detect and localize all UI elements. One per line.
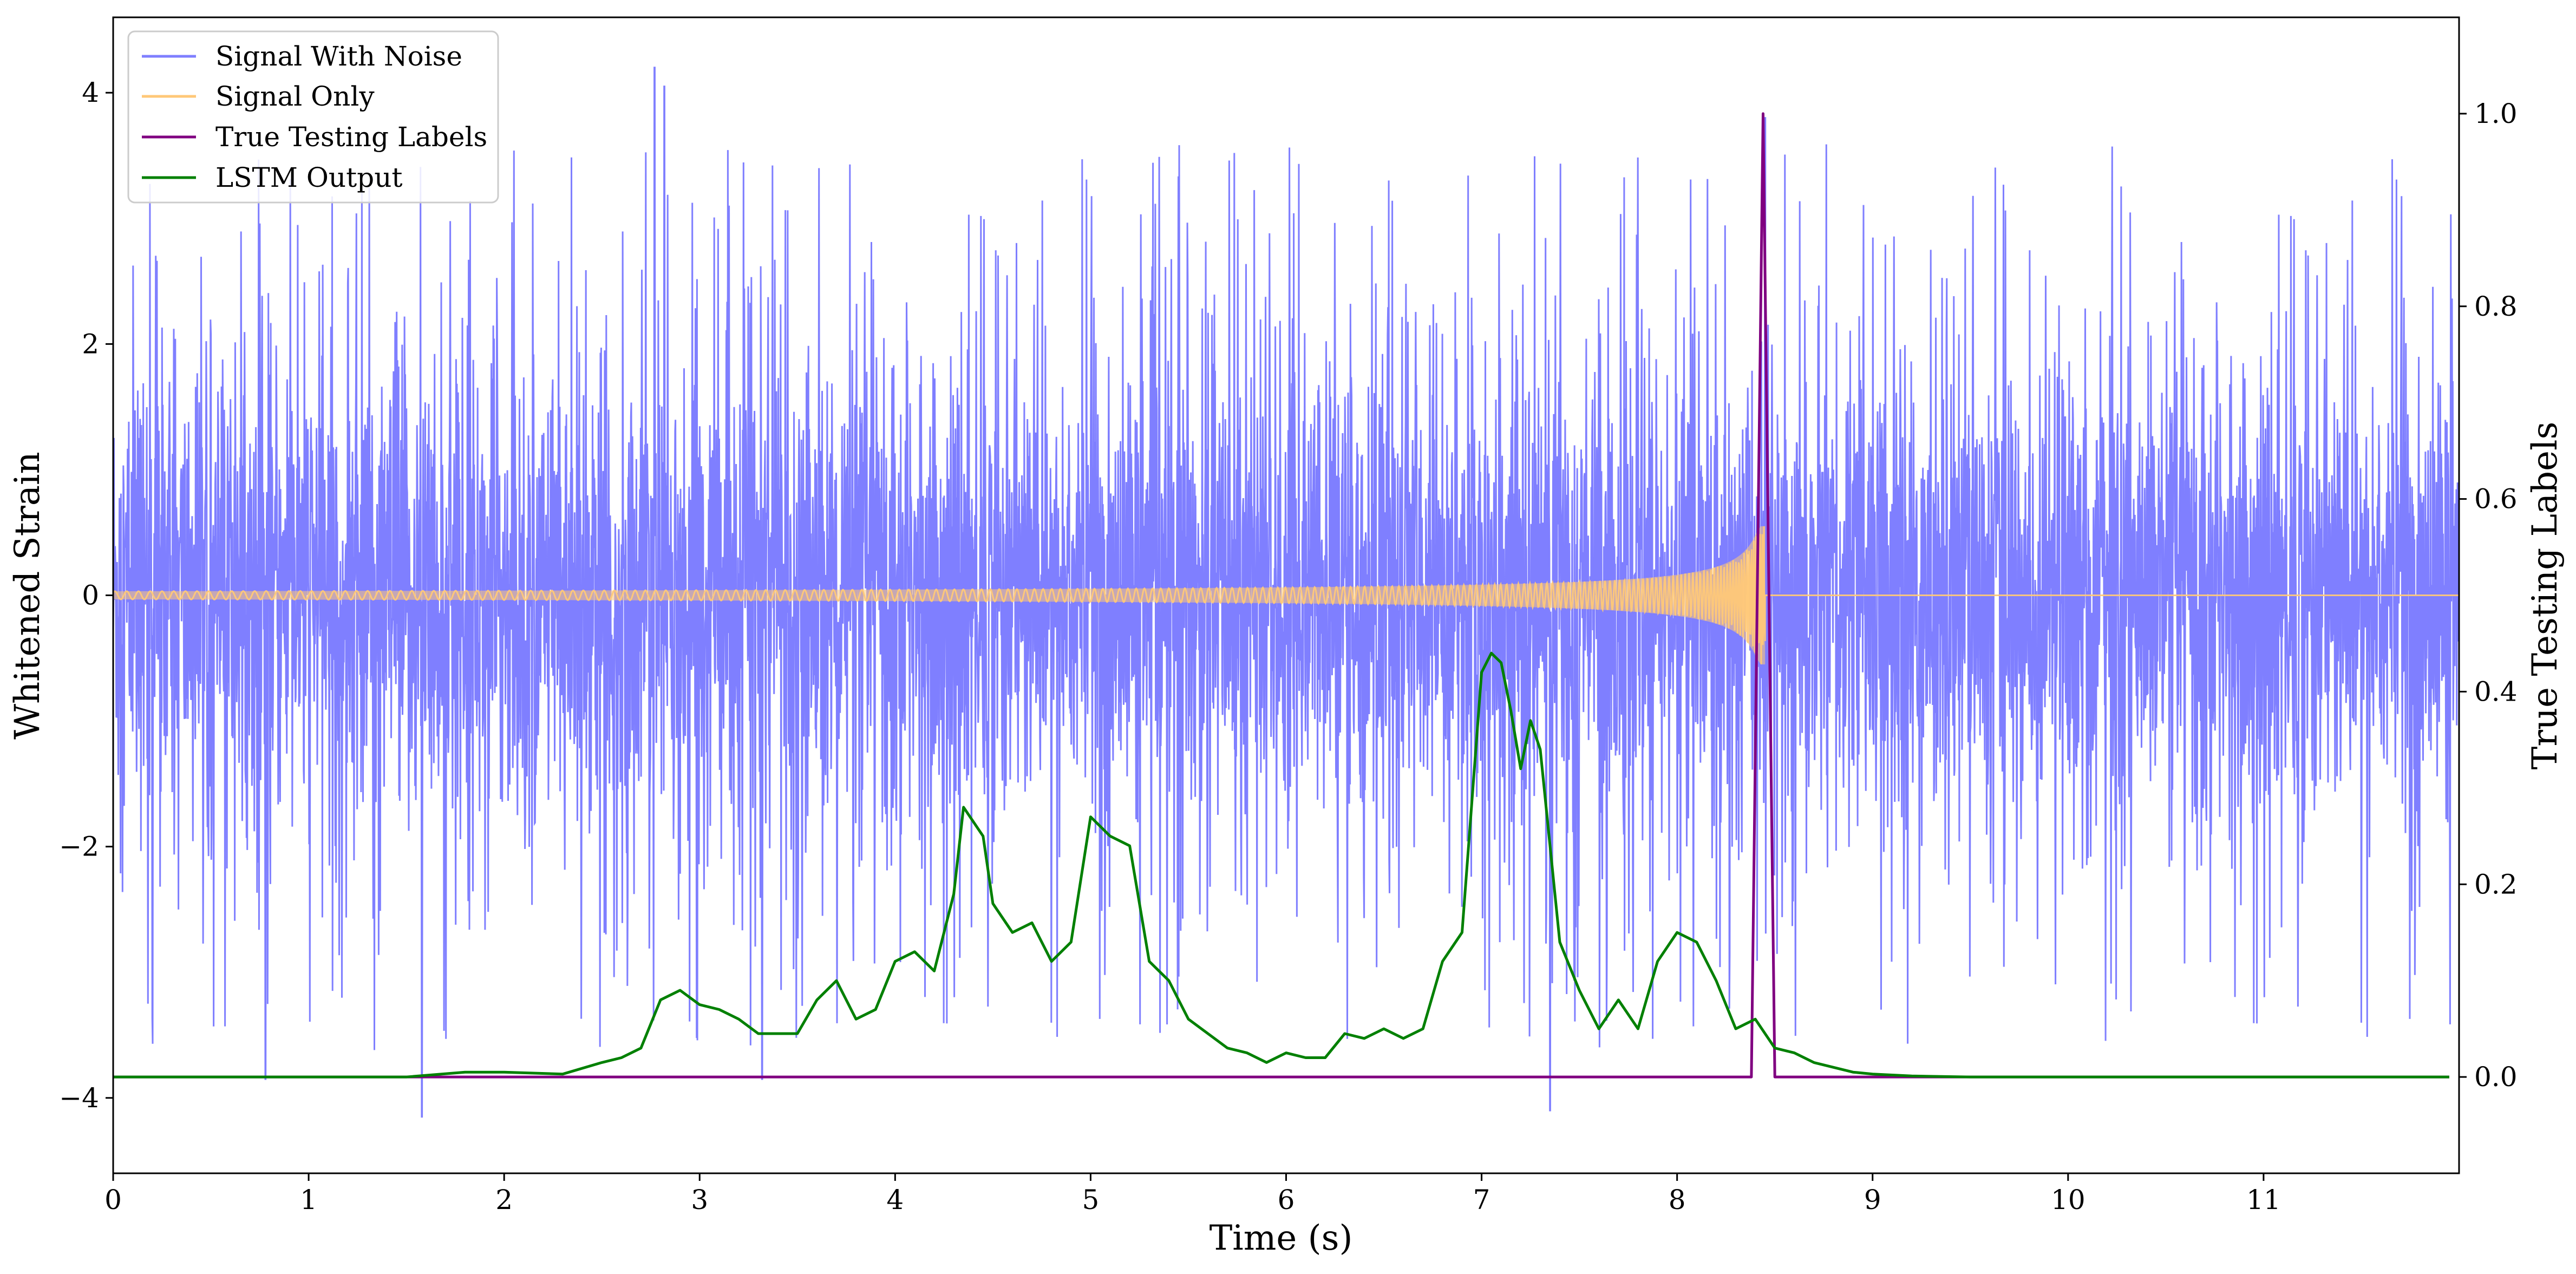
signal-only-series bbox=[113, 526, 2459, 665]
x-tick-label: 1 bbox=[300, 1184, 317, 1216]
x-tick-label: 10 bbox=[2051, 1184, 2085, 1216]
y2-axis-label: True Testing Labels bbox=[2525, 422, 2565, 770]
legend-label-lstm-output: LSTM Output bbox=[215, 162, 402, 193]
x-tick-label: 4 bbox=[886, 1184, 904, 1216]
x-tick-label: 7 bbox=[1473, 1184, 1490, 1216]
y2-tick-label: 0.0 bbox=[2474, 1061, 2518, 1093]
y-axis-right: 0.0 0.2 0.4 0.6 0.8 1.0 bbox=[2459, 98, 2518, 1093]
legend: Signal With Noise Signal Only True Testi… bbox=[127, 30, 499, 204]
signal-with-noise-series bbox=[113, 67, 2459, 1118]
signal-with-noise-line bbox=[113, 67, 2459, 1118]
y-tick-label: 0 bbox=[82, 580, 99, 611]
y-tick-label: 2 bbox=[82, 328, 99, 360]
legend-label-signal-with-noise: Signal With Noise bbox=[215, 41, 462, 72]
x-tick-label: 8 bbox=[1669, 1184, 1686, 1216]
x-tick-label: 11 bbox=[2246, 1184, 2281, 1216]
signal-only-line bbox=[113, 526, 2459, 665]
y2-tick-label: 0.4 bbox=[2474, 676, 2518, 707]
y-tick-label: −2 bbox=[59, 831, 99, 863]
legend-box bbox=[127, 30, 499, 204]
x-tick-label: 9 bbox=[1864, 1184, 1881, 1216]
y-axis-label: Whitened Strain bbox=[8, 452, 48, 739]
y2-tick-label: 0.8 bbox=[2474, 291, 2518, 322]
x-tick-label: 3 bbox=[691, 1184, 708, 1216]
plot-area bbox=[113, 67, 2459, 1118]
y2-tick-label: 0.6 bbox=[2474, 484, 2518, 515]
y2-tick-label: 1.0 bbox=[2474, 98, 2518, 129]
x-axis: 0 1 2 3 4 5 6 7 8 9 10 11 bbox=[104, 1173, 2281, 1216]
y-tick-label: 4 bbox=[82, 77, 99, 108]
x-tick-label: 0 bbox=[104, 1184, 122, 1216]
y-tick-label: −4 bbox=[59, 1082, 99, 1114]
x-tick-label: 6 bbox=[1278, 1184, 1295, 1216]
legend-label-true-testing-labels: True Testing Labels bbox=[215, 121, 487, 153]
y-axis-left: −4 −2 0 2 4 bbox=[59, 77, 113, 1114]
legend-label-signal-only: Signal Only bbox=[215, 81, 375, 112]
x-tick-label: 5 bbox=[1082, 1184, 1100, 1216]
x-tick-label: 2 bbox=[495, 1184, 513, 1216]
x-axis-label: Time (s) bbox=[1209, 1218, 1353, 1258]
lstm-output-line bbox=[113, 651, 2449, 1079]
lstm-output-series bbox=[113, 651, 2449, 1079]
y2-tick-label: 0.2 bbox=[2474, 868, 2518, 900]
